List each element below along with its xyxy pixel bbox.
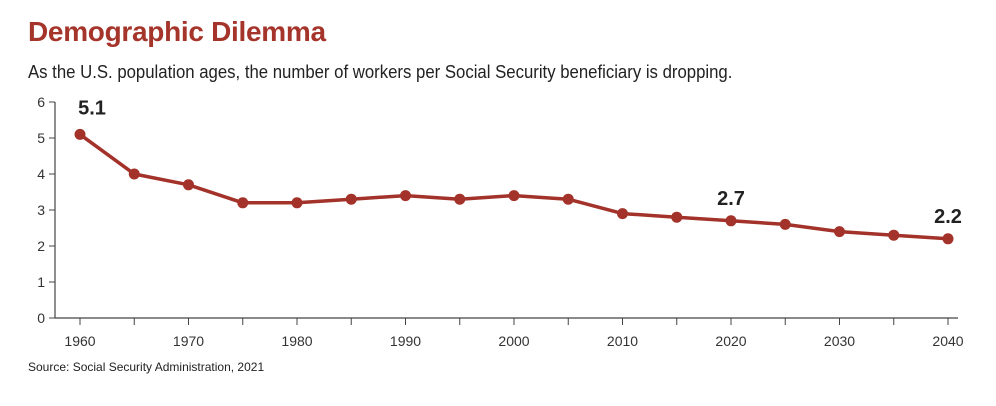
x-tick-label: 2040	[932, 333, 963, 349]
data-point	[888, 229, 900, 241]
y-tick-label: 3	[37, 202, 45, 218]
data-label: 5.1	[78, 97, 106, 119]
y-tick-label: 0	[37, 310, 45, 326]
x-tick-label: 1960	[64, 333, 95, 349]
x-tick-label: 1990	[390, 333, 421, 349]
series-line	[78, 132, 949, 241]
data-point	[128, 168, 140, 180]
data-point	[183, 179, 194, 191]
y-tick-label: 4	[37, 166, 45, 182]
x-tick-label: 2000	[498, 333, 529, 349]
y-tick-label: 2	[37, 238, 45, 254]
y-tick-label: 6	[37, 94, 45, 110]
data-label: 2.7	[717, 188, 745, 210]
chart-subtitle: As the U.S. population ages, the number …	[28, 62, 733, 82]
source-note: Source: Social Security Administration, …	[28, 360, 265, 374]
data-point	[671, 211, 683, 223]
data-point	[617, 208, 628, 220]
data-point	[508, 190, 520, 202]
y-tick-label: 5	[37, 130, 45, 146]
chart-title: Demographic Dilemma	[28, 16, 326, 47]
data-point	[562, 193, 574, 205]
data-point	[454, 193, 466, 205]
data-point	[74, 128, 86, 140]
data-point	[834, 226, 845, 238]
x-tick-label: 1970	[173, 333, 204, 349]
x-tick-label: 2030	[824, 333, 855, 349]
data-point	[725, 215, 737, 227]
data-point	[237, 197, 249, 209]
y-tick-label: 1	[37, 274, 45, 290]
data-point	[942, 233, 954, 245]
data-point	[779, 218, 791, 230]
data-label: 2.2	[934, 206, 962, 228]
x-tick-label: 2020	[715, 333, 746, 349]
x-tick-label: 1980	[281, 333, 312, 349]
data-point	[345, 193, 357, 205]
data-point	[400, 190, 411, 202]
x-tick-label: 2010	[607, 333, 638, 349]
data-point	[291, 197, 303, 209]
